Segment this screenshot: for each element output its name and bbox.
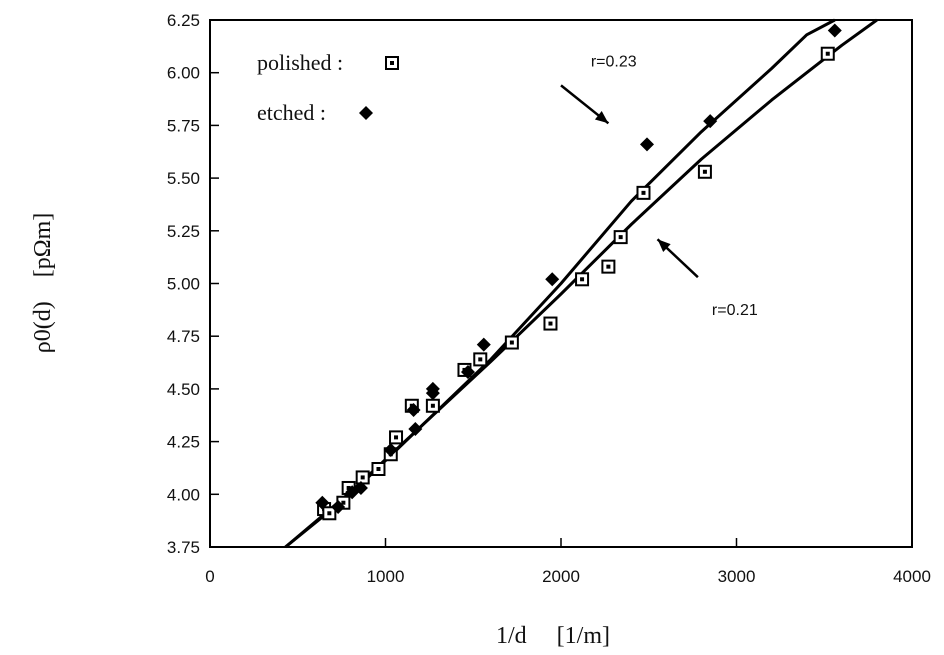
data-point-polished-center bbox=[580, 277, 585, 282]
fit-annotation-label: r=0.23 bbox=[591, 53, 637, 70]
data-point-etched bbox=[827, 23, 842, 38]
y-axis-label: ρ0(d) [pΩm] bbox=[30, 213, 56, 353]
legend-label: etched : bbox=[257, 100, 326, 125]
data-point-etched bbox=[476, 337, 491, 352]
legend-label: polished : bbox=[257, 50, 343, 75]
data-point-etched bbox=[545, 272, 560, 287]
x-tick-label: 2000 bbox=[542, 567, 580, 586]
x-axis-label: 1/d [1/m] bbox=[496, 623, 610, 649]
data-point-polished-center bbox=[394, 435, 399, 440]
data-point-etched bbox=[331, 499, 346, 514]
y-tick-label: 6.25 bbox=[167, 11, 200, 30]
data-point-polished-center bbox=[509, 340, 514, 345]
y-tick-label: 5.00 bbox=[167, 275, 200, 294]
data-point-polished-center bbox=[606, 264, 611, 269]
data-point-polished-center bbox=[327, 511, 332, 516]
y-tick-label: 5.75 bbox=[167, 116, 200, 135]
data-point-polished-center bbox=[341, 500, 346, 505]
x-tick-label: 0 bbox=[205, 567, 214, 586]
annotation-layer: r=0.23 r=0.21 bbox=[560, 53, 758, 319]
data-point-etched bbox=[408, 421, 423, 436]
data-point-etched bbox=[359, 106, 373, 120]
data-point-etched bbox=[383, 443, 398, 458]
y-tick-label: 5.25 bbox=[167, 222, 200, 241]
data-point-etched bbox=[353, 480, 368, 495]
fit-line bbox=[284, 18, 836, 549]
data-point-polished-center bbox=[548, 321, 553, 326]
x-tick-label: 4000 bbox=[893, 567, 931, 586]
y-tick-label: 6.00 bbox=[167, 64, 200, 83]
y-tick-label: 4.25 bbox=[167, 433, 200, 452]
data-point-polished-center bbox=[825, 51, 830, 56]
data-point-etched bbox=[460, 365, 475, 380]
fit-annotation-label: r=0.21 bbox=[712, 302, 758, 319]
data-point-polished-center bbox=[430, 403, 435, 408]
y-tick-label: 4.75 bbox=[167, 327, 200, 346]
data-point-etched bbox=[639, 137, 654, 152]
data-point-etched bbox=[425, 381, 440, 396]
y-tick-label: 5.50 bbox=[167, 169, 200, 188]
x-tick-label: 3000 bbox=[718, 567, 756, 586]
annotation-arrowhead bbox=[657, 239, 671, 253]
y-tick-label: 4.00 bbox=[167, 485, 200, 504]
x-tick-label: 1000 bbox=[367, 567, 405, 586]
data-point-polished-center bbox=[390, 61, 394, 65]
data-point-polished-center bbox=[376, 467, 381, 472]
data-point-polished-center bbox=[346, 485, 351, 490]
y-tick-label: 4.50 bbox=[167, 380, 200, 399]
legend: polished : etched : bbox=[257, 50, 399, 125]
data-point-polished-center bbox=[478, 357, 483, 362]
data-point-layer bbox=[315, 23, 842, 521]
data-point-polished-center bbox=[618, 235, 623, 240]
tick-layer: 3.75 4.00 4.25 4.50 4.75 5.00 5.25 5.50 5.75 6.00… bbox=[167, 11, 931, 586]
data-point-polished-center bbox=[360, 475, 365, 480]
data-point-polished-center bbox=[641, 190, 646, 195]
data-point-polished-center bbox=[702, 169, 707, 174]
data-point-etched bbox=[315, 495, 330, 510]
data-point-etched bbox=[406, 402, 421, 417]
annotation-arrowhead bbox=[594, 110, 609, 124]
y-tick-label: 3.75 bbox=[167, 538, 200, 557]
data-point-etched bbox=[703, 114, 718, 129]
